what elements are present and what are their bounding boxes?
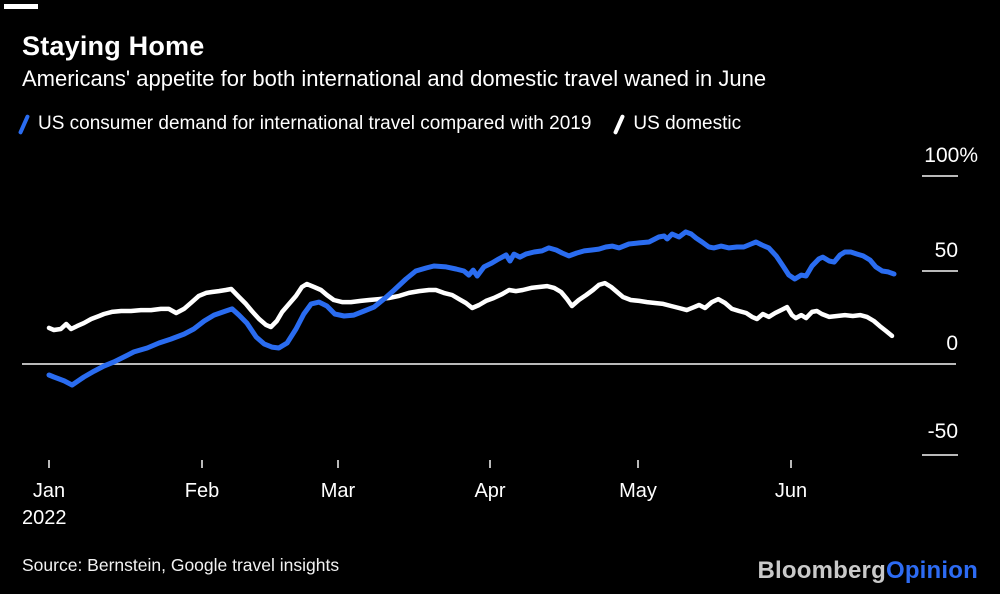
x-axis-label-mar: Mar [320, 480, 356, 502]
source-note: Source: Bernstein, Google travel insight… [22, 555, 340, 575]
y-axis-label-100: 100% [924, 144, 978, 167]
legend: US consumer demand for international tra… [17, 113, 742, 135]
bloomberg-opinion-logo: BloombergOpinion [757, 557, 978, 585]
y-axis-label-0: 0 [946, 332, 958, 355]
logo-opinion-text: Opinion [885, 557, 978, 584]
x-axis-label-may: May [619, 480, 657, 502]
logo-bloomberg-text: Bloomberg [757, 557, 886, 584]
chart-subtitle: Americans' appetite for both internation… [22, 66, 767, 91]
x-axis-label-feb: Feb [184, 480, 220, 502]
x-axis-label-jun: Jun [774, 480, 808, 502]
x-axis-label-jan: Jan [32, 480, 66, 502]
legend-label-domestic: US domestic [633, 113, 742, 134]
brand-corner-mark [4, 4, 38, 9]
line-international [46, 229, 897, 388]
chart-title: Staying Home [22, 31, 205, 61]
line-domestic [46, 280, 895, 339]
x-axis-label-apr: Apr [474, 480, 506, 502]
y-axis-label-50: 50 [934, 239, 958, 262]
legend-label-international: US consumer demand for international tra… [38, 113, 592, 134]
y-axis-label-neg50: -50 [927, 420, 958, 443]
x-axis-year-label: 2022 [22, 507, 67, 529]
